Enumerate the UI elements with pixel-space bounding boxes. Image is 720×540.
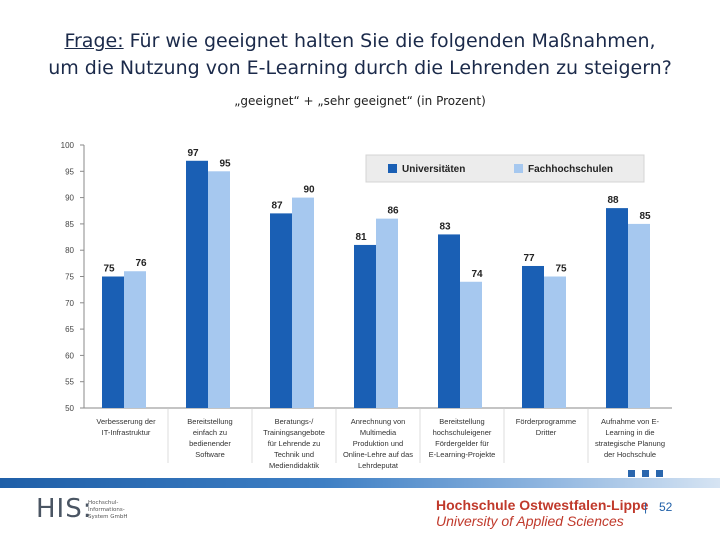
- data-label: 81: [355, 232, 367, 243]
- data-label: 86: [387, 206, 399, 217]
- y-tick-label: 100: [61, 141, 75, 150]
- bar-fachhochschulen: [628, 223, 650, 408]
- y-tick-label: 90: [65, 194, 74, 203]
- bar-fachhochschulen: [124, 271, 146, 408]
- y-tick-label: 80: [65, 246, 74, 255]
- x-category-label: Produktion und: [353, 439, 403, 448]
- y-tick-label: 50: [65, 404, 74, 413]
- legend-swatch: [514, 164, 523, 173]
- legend-label: Fachhochschulen: [528, 164, 613, 175]
- y-tick-label: 65: [65, 325, 74, 334]
- bar-fachhochschulen: [460, 281, 482, 408]
- x-category-label: Aufnahme von E-: [601, 417, 659, 426]
- bar-universitaeten: [186, 160, 208, 408]
- x-category-label: Multimedia: [360, 428, 397, 437]
- his-sub-line: System GmbH: [88, 514, 128, 520]
- data-label: 87: [271, 200, 283, 211]
- decor-square: [656, 470, 663, 477]
- x-category-label: Learning in die: [605, 428, 654, 437]
- data-label: 75: [103, 264, 115, 275]
- chart-subtitle: „geeignet“ + „sehr geeignet“ (in Prozent…: [234, 94, 486, 108]
- x-category-label: Dritter: [536, 428, 557, 437]
- decor-square: [642, 470, 649, 477]
- x-category-label: Bereitstellung: [439, 417, 484, 426]
- legend-label: Universitäten: [402, 164, 465, 175]
- slide-title: Frage: Für wie geeignet halten Sie die f…: [0, 28, 720, 82]
- x-category-label: Anrechnung von: [351, 417, 406, 426]
- bar-universitaeten: [606, 208, 628, 408]
- bar-fachhochschulen: [376, 218, 398, 408]
- data-label: 76: [135, 258, 147, 269]
- data-label: 74: [471, 269, 483, 280]
- x-category-label: Mediendidaktik: [269, 461, 319, 470]
- x-category-label: Verbesserung der: [96, 417, 156, 426]
- x-category-label: Online-Lehre auf das: [343, 450, 413, 459]
- title-line1: Für wie geeignet halten Sie die folgende…: [123, 30, 656, 52]
- x-category-label: IT-Infrastruktur: [102, 428, 151, 437]
- data-label: 90: [303, 185, 315, 196]
- page-separator: |: [644, 500, 648, 514]
- x-category-label: der Hochschule: [604, 450, 656, 459]
- y-tick-label: 70: [65, 299, 74, 308]
- bar-fachhochschulen: [292, 197, 314, 408]
- x-category-label: Förderprogramme: [516, 417, 576, 426]
- y-tick-label: 75: [65, 273, 74, 282]
- x-category-label: Bereitstellung: [187, 417, 232, 426]
- data-label: 77: [523, 253, 535, 264]
- his-logo-subtext: Hochschul- Informations- System GmbH: [88, 500, 148, 521]
- data-label: 85: [639, 211, 651, 222]
- legend-swatch: [388, 164, 397, 173]
- data-label: 95: [219, 158, 231, 169]
- x-category-label: für Lehrende zu: [268, 439, 321, 448]
- x-category-label: bedienender: [189, 439, 231, 448]
- x-category-label: strategische Planung: [595, 439, 665, 448]
- bar-fachhochschulen: [544, 276, 566, 408]
- x-category-label: Software: [195, 450, 225, 459]
- bar-universitaeten: [102, 276, 124, 408]
- data-label: 88: [607, 195, 619, 206]
- x-category-label: einfach zu: [193, 428, 227, 437]
- bar-fachhochschulen: [208, 171, 230, 408]
- data-label: 97: [187, 148, 199, 159]
- bar-universitaeten: [438, 234, 460, 408]
- y-tick-label: 60: [65, 351, 74, 360]
- data-label: 75: [555, 264, 567, 275]
- x-category-label: Technik und: [274, 450, 314, 459]
- x-category-label: Beratungs-/: [275, 417, 315, 426]
- y-tick-label: 95: [65, 167, 74, 176]
- title-line2: um die Nutzung von E-Learning durch die …: [48, 57, 672, 79]
- hochschule-subtitle: University of Applied Sciences: [436, 513, 624, 529]
- y-tick-label: 85: [65, 220, 74, 229]
- his-logo: HIS:: [36, 494, 93, 524]
- bar-universitaeten: [354, 244, 376, 408]
- legend-box: [365, 154, 645, 183]
- his-sub-line: Hochschul-: [88, 500, 119, 506]
- x-category-label: Lehrdeputat: [358, 461, 399, 470]
- his-sub-line: Informations-: [88, 507, 125, 513]
- x-category-label: Trainingsangebote: [263, 428, 325, 437]
- data-label: 83: [439, 221, 451, 232]
- bar-chart: 50 55 60 65 70 75 80 85 90 95 100 75 76 Verbesserung …: [61, 141, 672, 470]
- decor-square: [628, 470, 635, 477]
- x-category-label: E-Learning-Projekte: [429, 450, 496, 459]
- footer-band: [0, 478, 720, 488]
- bar-universitaeten: [270, 213, 292, 408]
- hochschule-logo: Hochschule Ostwestfalen-Lippe University…: [436, 497, 648, 529]
- bar-universitaeten: [522, 265, 544, 408]
- y-tick-label: 55: [65, 378, 74, 387]
- hochschule-name: Hochschule Ostwestfalen-Lippe: [436, 497, 649, 513]
- page-number: 52: [659, 500, 673, 514]
- x-category-label: hochschuleigener: [433, 428, 492, 437]
- title-prefix: Frage:: [64, 30, 124, 52]
- x-category-label: Fördergelder für: [435, 439, 489, 448]
